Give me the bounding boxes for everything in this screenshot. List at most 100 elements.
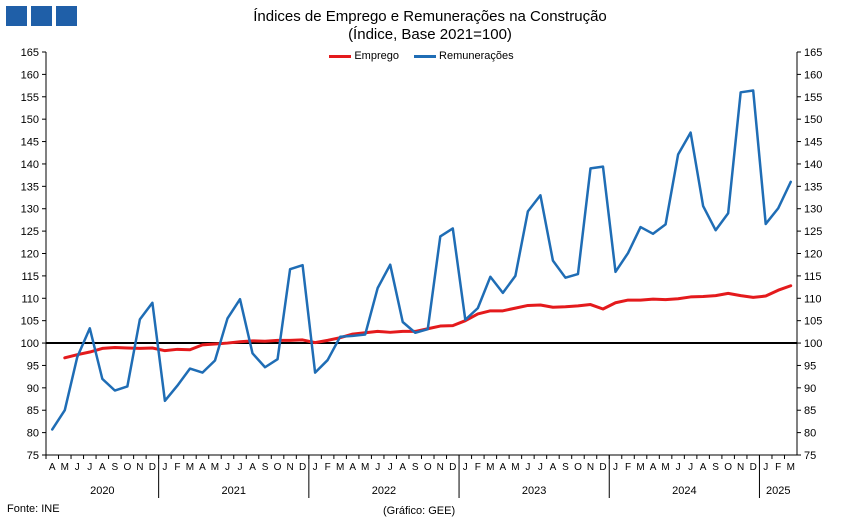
chart-title: Índices de Emprego e Remunerações na Con… (253, 8, 607, 25)
x-tick-label: J (87, 462, 92, 473)
y-tick-label-left: 110 (21, 293, 39, 305)
y-tick-label-left: 100 (21, 338, 39, 350)
chart-series (51, 89, 793, 431)
y-tick-label-left: 85 (27, 405, 39, 417)
x-tick-label: J (375, 462, 380, 473)
y-tick-label-left: 125 (21, 226, 39, 238)
x-tick-label: M (787, 462, 795, 473)
x-tick-label: S (412, 462, 419, 473)
x-tick-label: N (136, 462, 143, 473)
x-tick-label: M (211, 462, 219, 473)
x-tick-label: A (399, 462, 406, 473)
legend-label-emprego: Emprego (354, 50, 399, 63)
y-tick-label-right: 100 (804, 338, 822, 350)
y-tick-label-right: 90 (804, 383, 816, 395)
chart-axes: 75 75 80 80 85 85 90 90 95 95 100 100 105 105 110 110 11… (21, 47, 822, 498)
x-tick-label: O (724, 462, 732, 473)
x-tick-label: N (286, 462, 293, 473)
y-tick-label-right: 115 (804, 271, 822, 283)
x-tick-label: N (737, 462, 744, 473)
y-tick-label-right: 145 (804, 137, 822, 149)
y-tick-label-right: 155 (804, 92, 822, 104)
x-tick-label: N (437, 462, 444, 473)
x-tick-label: J (388, 462, 393, 473)
y-tick-label-right: 150 (804, 114, 822, 126)
x-tick-label: A (500, 462, 507, 473)
x-tick-label: F (475, 462, 481, 473)
x-tick-label: F (325, 462, 331, 473)
y-tick-label-right: 135 (804, 181, 822, 193)
x-tick-label: O (424, 462, 432, 473)
x-tick-label: D (750, 462, 757, 473)
legend-item-emprego: Emprego (329, 50, 399, 62)
x-tick-label: A (199, 462, 206, 473)
x-tick-label: D (599, 462, 606, 473)
y-tick-label-left: 150 (21, 114, 39, 126)
chart-legend: Emprego Remunerações (0, 50, 843, 62)
x-tick-label: A (99, 462, 106, 473)
y-tick-label-left: 80 (27, 428, 39, 440)
x-tick-label: F (775, 462, 781, 473)
y-tick-label-right: 125 (804, 226, 822, 238)
x-tick-label: A (650, 462, 657, 473)
x-tick-label: N (587, 462, 594, 473)
year-label: 2025 (766, 485, 790, 497)
y-tick-label-right: 140 (804, 159, 822, 171)
legend-swatch-remuneracoes (414, 54, 437, 58)
x-tick-label: M (186, 462, 194, 473)
y-tick-label-right: 165 (804, 47, 822, 59)
x-tick-label: J (313, 462, 318, 473)
year-label: 2022 (372, 485, 396, 497)
x-tick-label: S (712, 462, 719, 473)
chart-subtitle: (Índice, Base 2021=100) (348, 26, 512, 43)
y-tick-label-right: 80 (804, 428, 816, 440)
y-tick-label-left: 165 (21, 47, 39, 59)
y-tick-label-right: 160 (804, 69, 822, 81)
legend-label-remuneracoes: Remunerações (439, 50, 514, 63)
y-tick-label-right: 120 (804, 249, 822, 261)
x-tick-label: J (538, 462, 543, 473)
x-tick-label: F (174, 462, 180, 473)
y-tick-label-left: 145 (21, 137, 39, 149)
x-tick-label: S (562, 462, 569, 473)
y-tick-label-left: 95 (27, 360, 39, 372)
x-tick-label: S (262, 462, 269, 473)
series-line-remuneracoes (51, 89, 792, 431)
y-tick-label-right: 85 (804, 405, 816, 417)
x-tick-label: M (636, 462, 644, 473)
y-tick-label-left: 130 (21, 204, 39, 216)
y-tick-label-left: 160 (21, 69, 39, 81)
x-tick-label: M (361, 462, 369, 473)
x-tick-label: F (625, 462, 631, 473)
y-tick-label-left: 120 (21, 249, 39, 261)
y-tick-label-right: 75 (804, 450, 816, 462)
x-tick-label: M (61, 462, 69, 473)
x-tick-label: D (299, 462, 306, 473)
y-tick-label-left: 75 (27, 450, 39, 462)
x-tick-label: J (676, 462, 681, 473)
x-tick-label: O (123, 462, 131, 473)
source-note: Fonte: INE (7, 503, 60, 515)
x-tick-label: J (238, 462, 243, 473)
x-tick-label: J (225, 462, 230, 473)
legend-item-remuneracoes: Remunerações (414, 50, 514, 62)
y-tick-label-left: 155 (21, 92, 39, 104)
x-tick-label: S (112, 462, 119, 473)
x-tick-label: J (688, 462, 693, 473)
y-tick-label-left: 135 (21, 181, 39, 193)
y-tick-label-left: 105 (21, 316, 39, 328)
x-tick-label: M (511, 462, 519, 473)
y-tick-label-right: 130 (804, 204, 822, 216)
x-tick-label: M (486, 462, 494, 473)
x-tick-label: O (274, 462, 282, 473)
x-tick-label: J (463, 462, 468, 473)
x-tick-label: J (763, 462, 768, 473)
x-tick-label: D (449, 462, 456, 473)
x-tick-label: M (336, 462, 344, 473)
x-tick-label: J (75, 462, 80, 473)
y-tick-label-right: 110 (804, 293, 822, 305)
x-tick-label: D (149, 462, 156, 473)
x-tick-label: A (49, 462, 56, 473)
x-tick-label: J (613, 462, 618, 473)
x-tick-label: J (525, 462, 530, 473)
